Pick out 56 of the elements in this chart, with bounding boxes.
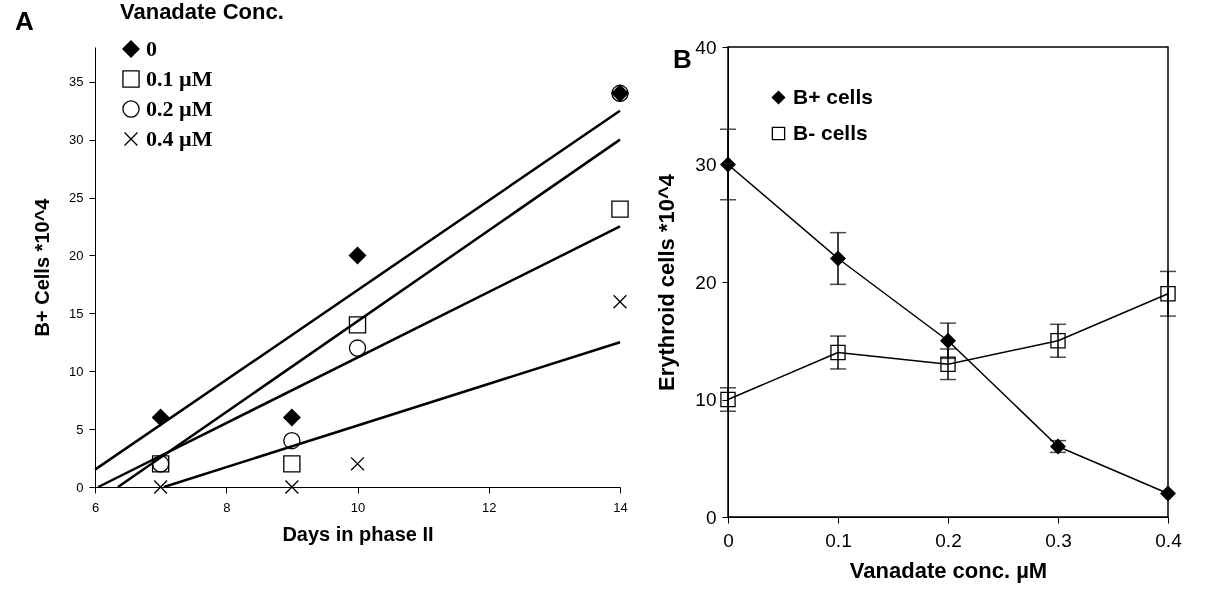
x-axis-title: Vanadate conc. µM [849, 557, 1048, 583]
legend-label: 0.2 µM [146, 96, 213, 121]
point [940, 333, 956, 349]
point [283, 431, 301, 450]
y-tick-label: 0 [76, 479, 84, 495]
y-tick-label: 5 [76, 421, 84, 437]
point [283, 455, 301, 473]
y-tick-label: 10 [69, 363, 84, 379]
y-tick-label: 15 [69, 305, 84, 321]
point [350, 456, 365, 471]
y-tick-label: 40 [695, 36, 717, 58]
y-tick-label: 20 [695, 271, 717, 293]
y-tick-label: 25 [69, 190, 84, 206]
point [1050, 333, 1066, 349]
point [348, 246, 367, 265]
legend-label: B+ cells [793, 84, 873, 108]
point [830, 250, 846, 267]
y-tick-label: 10 [695, 389, 717, 410]
point [720, 391, 736, 408]
legend-label: 0.1 µM [146, 66, 213, 91]
x-tick-label: 0.4 [1155, 529, 1183, 551]
x-tick-label: 0.2 [935, 529, 962, 551]
x-tick-label: 0.3 [1045, 529, 1072, 551]
point [940, 356, 956, 372]
legend-label: B- cells [793, 120, 868, 144]
point [1160, 485, 1176, 502]
point [151, 408, 170, 427]
x-tick-label: 10 [350, 499, 366, 515]
legend-label: 0 [146, 36, 157, 61]
point [283, 408, 301, 427]
y-tick-label: 35 [69, 74, 84, 90]
x-axis-title: Days in phase II [282, 522, 434, 545]
y-tick-label: 30 [69, 132, 84, 148]
point [612, 294, 628, 309]
x-tick-label: 0 [723, 529, 734, 551]
x-tick-label: 14 [613, 499, 628, 515]
point [284, 479, 299, 495]
point [348, 316, 367, 334]
y-tick-label: 30 [695, 154, 717, 175]
y-tick-label: 20 [69, 247, 84, 263]
point [720, 156, 736, 173]
y-axis-title: Erythroid cells *10^4 [654, 173, 680, 392]
point [348, 339, 367, 357]
legend-title: Vanadate Conc. [120, 0, 284, 24]
point [830, 344, 846, 361]
point [153, 479, 168, 495]
x-tick-label: 12 [482, 499, 497, 515]
text: B [673, 44, 692, 74]
point [611, 200, 629, 218]
point [1160, 286, 1176, 302]
y-axis-title: B+ Cells *10^4 [31, 197, 54, 337]
legend-label: 0.4 µM [146, 126, 213, 151]
x-tick-label: 0.1 [825, 529, 852, 551]
text: A [15, 6, 34, 36]
x-tick-label: 8 [223, 499, 231, 515]
x-tick-label: 6 [91, 499, 100, 515]
